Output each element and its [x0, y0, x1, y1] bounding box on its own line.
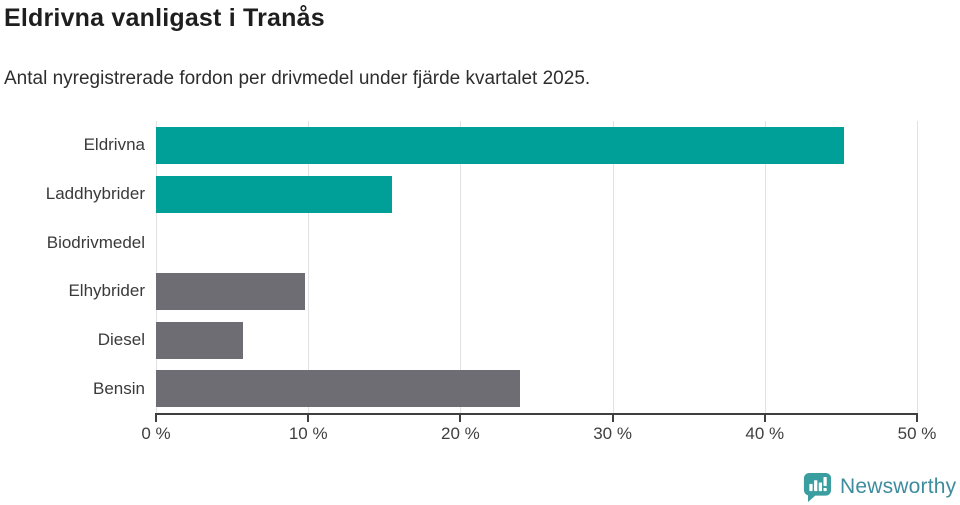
gridline-0 [156, 121, 157, 413]
category-label-diesel: Diesel [97, 329, 145, 349]
x-tick-mark-30 [611, 415, 614, 422]
x-axis-line [155, 413, 918, 415]
x-tick-label-20: 20 % [441, 424, 480, 443]
gridline-20 [460, 121, 462, 413]
x-tick-label-0: 0 % [141, 424, 171, 443]
x-tick-mark-10 [307, 415, 310, 422]
brand-footer: Newsworthy [803, 471, 956, 503]
gridline-50 [917, 121, 918, 413]
gridline-10 [308, 121, 310, 413]
x-tick-mark-40 [763, 415, 766, 422]
newsworthy-logo-icon [803, 472, 832, 502]
category-label-laddhybrider: Laddhybrider [45, 183, 145, 203]
bar-diesel [156, 321, 243, 359]
bar-bensin [156, 370, 520, 408]
brand-name: Newsworthy [840, 475, 957, 498]
x-tick-mark-0 [155, 415, 157, 422]
x-tick-label-10: 10 % [288, 424, 328, 443]
category-label-biodrivmedel: Biodrivmedel [46, 232, 145, 252]
gridline-40 [764, 121, 766, 413]
bar-elhybrider [156, 272, 306, 310]
x-tick-label-50: 50 % [897, 424, 937, 443]
category-label-eldrivna: Eldrivna [83, 135, 145, 155]
x-tick-mark-20 [459, 415, 462, 422]
plot-area [156, 121, 918, 413]
x-tick-label-40: 40 % [745, 424, 785, 443]
category-label-bensin: Bensin [93, 378, 145, 398]
bar-laddhybrider [156, 175, 392, 213]
chart-title: Eldrivna vanligast i Tranås [4, 4, 325, 32]
x-tick-label-30: 30 % [593, 424, 632, 443]
bar-eldrivna [156, 126, 844, 164]
chart-subtitle: Antal nyregistrerade fordon per drivmede… [4, 68, 591, 89]
gridline-30 [612, 121, 614, 413]
x-tick-mark-50 [916, 415, 918, 422]
category-label-elhybrider: Elhybrider [68, 281, 145, 301]
